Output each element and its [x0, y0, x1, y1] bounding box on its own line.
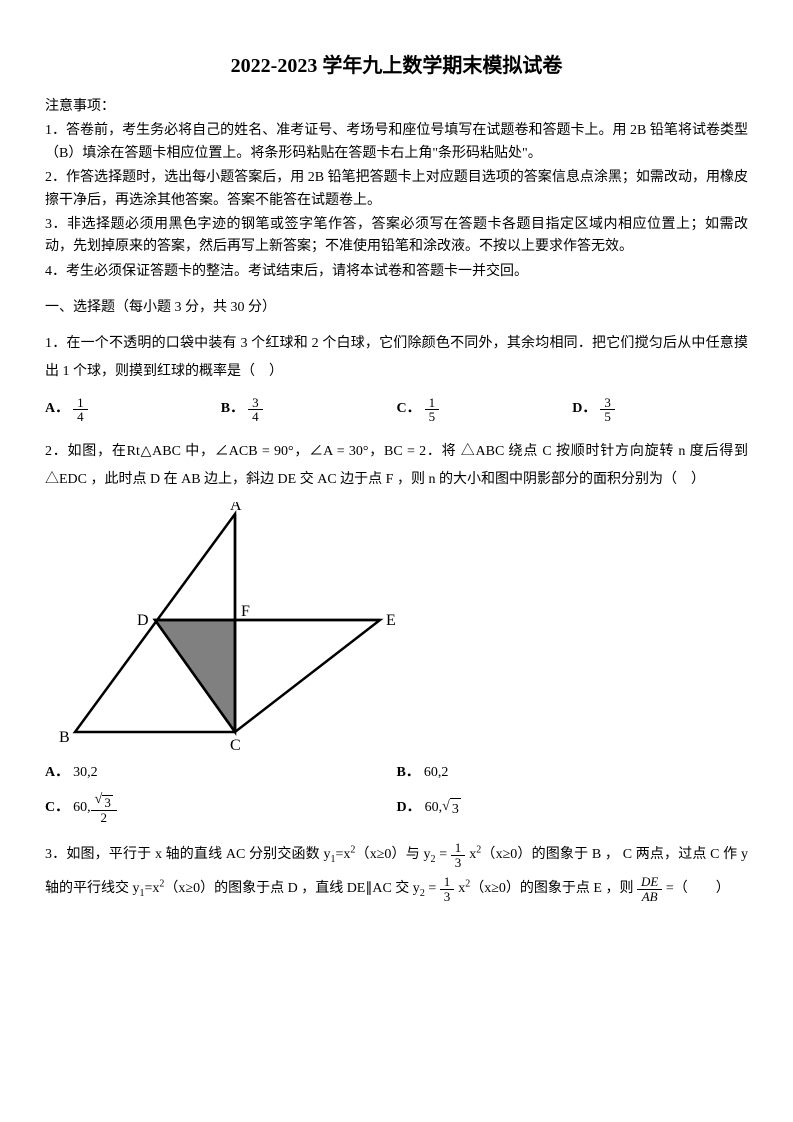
q2-option-b[interactable]: B． 60,2 [397, 758, 749, 788]
section-1-title: 一、选择题（每小题 3 分，共 30 分） [45, 297, 748, 319]
note-1: 1．答卷前，考生务必将自己的姓名、准考证号、考场号和座位号填写在试题卷和答题卡上… [45, 120, 748, 165]
exam-page: 2022-2023 学年九上数学期末模拟试卷 注意事项： 1．答卷前，考生务必将… [0, 0, 793, 938]
q1-a-frac: 1 4 [73, 396, 88, 424]
option-label: B． [397, 762, 420, 784]
q1-option-d[interactable]: D． 3 5 [572, 392, 748, 428]
frac-de-ab: DE AB [637, 875, 662, 903]
q1-b-frac: 3 4 [248, 396, 263, 424]
svg-text:D: D [137, 612, 149, 629]
option-label: C． [397, 398, 421, 420]
q2-figure: A B C D F E [45, 502, 748, 750]
q2-option-c[interactable]: C． 60, √3 2 [45, 788, 397, 828]
sqrt-icon: √3 [442, 796, 461, 821]
option-label: C． [45, 797, 69, 819]
option-label: D． [572, 398, 596, 420]
question-1: 1．在一个不透明的口袋中装有 3 个红球和 2 个白球，它们除颜色不同外，其余均… [45, 330, 748, 428]
q2-d-pref: 60, [425, 797, 443, 819]
triangle-diagram: A B C D F E [45, 502, 405, 750]
q3-text: 3．如图，平行于 x 轴的直线 AC 分别交函数 y1=x2（x≥0）与 y2 … [45, 838, 748, 906]
q1-options: A． 1 4 B． 3 4 C． 1 5 [45, 392, 748, 428]
question-3: 3．如图，平行于 x 轴的直线 AC 分别交函数 y1=x2（x≥0）与 y2 … [45, 838, 748, 906]
svg-text:E: E [386, 612, 396, 629]
svg-text:F: F [241, 603, 250, 620]
q1-option-c[interactable]: C． 1 5 [397, 392, 573, 428]
svg-text:C: C [230, 737, 241, 750]
q1-option-a[interactable]: A． 1 4 [45, 392, 221, 428]
q2-c-pref: 60, [73, 797, 91, 819]
frac-one-third: 13 [440, 875, 455, 903]
q2-c-frac: √3 2 [91, 792, 117, 824]
option-label: A． [45, 398, 69, 420]
q1-d-frac: 3 5 [600, 396, 615, 424]
frac-one-third: 13 [451, 841, 466, 869]
note-3: 3．非选择题必须用黑色字迹的钢笔或签字笔作答，答案必须写在答题卡各题目指定区域内… [45, 214, 748, 259]
q2-b-val: 60,2 [424, 762, 449, 784]
q2-options: A． 30,2 B． 60,2 C． 60, √3 2 D． 60, [45, 758, 748, 829]
q1-text: 1．在一个不透明的口袋中装有 3 个红球和 2 个白球，它们除颜色不同外，其余均… [45, 330, 748, 386]
page-title: 2022-2023 学年九上数学期末模拟试卷 [45, 50, 748, 82]
q2-text: 2．如图，在Rt△ABC 中，∠ACB = 90°，∠A = 30°，BC = … [45, 438, 748, 494]
notes-header: 注意事项： [45, 96, 748, 118]
note-2: 2．作答选择题时，选出每小题答案后，用 2B 铅笔把答题卡上对应题目选项的答案信… [45, 167, 748, 212]
q1-c-frac: 1 5 [425, 396, 440, 424]
question-2: 2．如图，在Rt△ABC 中，∠ACB = 90°，∠A = 30°，BC = … [45, 438, 748, 829]
q1-option-b[interactable]: B． 3 4 [221, 392, 397, 428]
svg-text:B: B [59, 729, 70, 746]
note-4: 4．考生必须保证答题卡的整洁。考试结束后，请将本试卷和答题卡一并交回。 [45, 261, 748, 283]
q2-option-a[interactable]: A． 30,2 [45, 758, 397, 788]
svg-text:A: A [230, 502, 242, 514]
q2-option-d[interactable]: D． 60, √3 [397, 788, 749, 828]
option-label: D． [397, 797, 421, 819]
q2-a-val: 30,2 [73, 762, 98, 784]
sqrt-icon: √3 [95, 793, 113, 810]
option-label: B． [221, 398, 244, 420]
option-label: A． [45, 762, 69, 784]
